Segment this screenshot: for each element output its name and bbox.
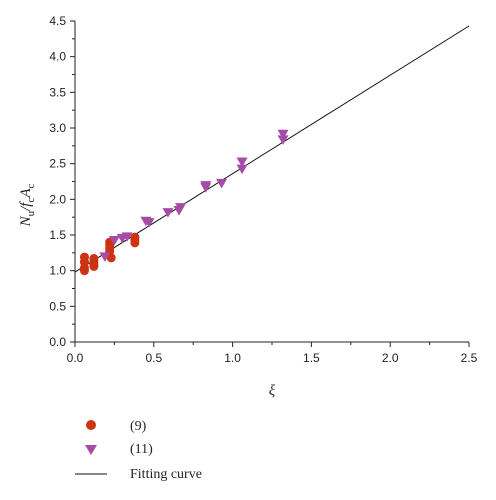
x-axis-ticks: 0.0 0.5 1.0 1.5 2.0 2.5 (67, 342, 478, 365)
data-point-11 (99, 252, 111, 262)
data-point-11 (108, 235, 120, 246)
data-point-9 (89, 261, 99, 271)
x-axis-title: ξ (269, 383, 276, 399)
data-point-11 (236, 157, 248, 168)
data-point-11 (216, 178, 228, 189)
data-point-9 (130, 238, 140, 248)
data-point-11 (173, 206, 185, 216)
y-tick-label: 3.5 (49, 85, 66, 99)
y-tick-label: 1.0 (49, 264, 66, 278)
fitting-curve-line (74, 25, 470, 273)
y-tick-label: 2.5 (49, 157, 66, 171)
data-point-11 (277, 135, 289, 145)
series-11-points (99, 129, 289, 262)
data-point-9 (106, 253, 116, 263)
x-tick-label: 2.0 (382, 351, 399, 365)
x-tick-label: 1.5 (303, 351, 320, 365)
y-tick-label: 1.5 (49, 228, 66, 242)
data-point-11 (121, 232, 133, 242)
legend-label-fitting: Fitting curve (130, 467, 202, 482)
data-point-11 (162, 208, 174, 218)
data-point-11 (200, 183, 212, 193)
y-tick-label: 0.0 (49, 335, 66, 349)
y-tick-label: 3.0 (49, 121, 66, 135)
y-tick-label: 0.5 (49, 299, 66, 313)
legend: (9) (11) Fitting curve (75, 419, 202, 482)
data-point-11 (143, 218, 155, 228)
legend-marker-9 (86, 420, 96, 430)
y-axis-title: Nu/fcAc (18, 183, 37, 227)
fitting-curve-group (74, 25, 470, 273)
x-tick-label: 0.5 (145, 351, 162, 365)
y-axis-ticks: 0.0 0.5 1.0 1.5 2.0 2.5 3.0 3.5 4.0 4.5 (49, 14, 75, 349)
legend-label-11: (11) (130, 442, 153, 457)
x-tick-label: 2.5 (461, 351, 478, 365)
y-tick-label: 4.0 (49, 50, 66, 64)
y-tick-label: 4.5 (49, 14, 66, 28)
y-tick-label: 2.0 (49, 192, 66, 206)
plot-area (74, 21, 469, 343)
x-tick-label: 0.0 (67, 351, 84, 365)
series-9-points (79, 232, 140, 276)
legend-label-9: (9) (130, 419, 147, 434)
data-point-9 (79, 266, 89, 276)
x-tick-label: 1.0 (224, 351, 241, 365)
data-point-11 (236, 164, 248, 175)
data-point-11 (277, 129, 289, 140)
legend-marker-11 (85, 445, 97, 455)
